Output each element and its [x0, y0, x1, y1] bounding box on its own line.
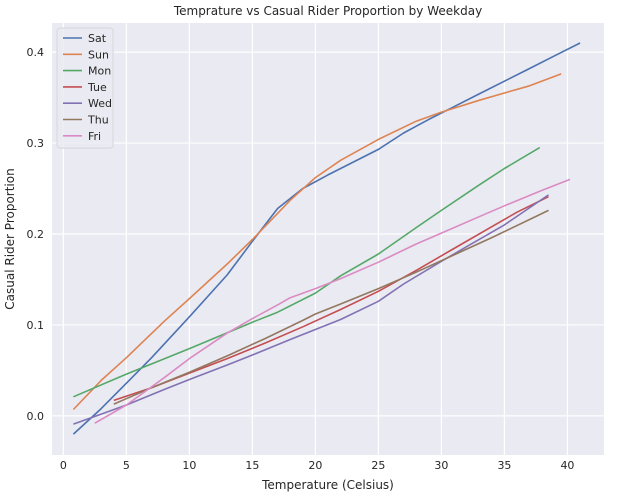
legend-label: Wed — [88, 97, 112, 110]
x-tick-label: 25 — [371, 459, 385, 472]
legend-box — [56, 27, 114, 149]
x-axis-label: Temperature (Celsius) — [261, 478, 394, 492]
legend-label: Mon — [88, 65, 111, 78]
y-tick-label: 0.0 — [27, 410, 45, 423]
x-tick-label: 30 — [434, 459, 448, 472]
x-tick-label: 15 — [245, 459, 259, 472]
legend: Sat Sun Mon Tue Wed Thu Fri — [56, 27, 114, 149]
y-tick-label: 0.2 — [27, 228, 45, 241]
ticks: 0 5 10 15 20 25 30 35 40 0.0 0.1 0.2 0.3 0.4 — [27, 46, 575, 472]
legend-label: Sun — [88, 48, 109, 61]
series-line-fri — [94, 178, 571, 424]
y-tick-label: 0.1 — [27, 319, 45, 332]
x-tick-label: 5 — [123, 459, 130, 472]
series-lines — [72, 42, 581, 435]
series-line-tue — [113, 195, 549, 402]
legend-label: Fri — [88, 130, 101, 143]
series-line-mon — [73, 146, 541, 398]
series-line-wed — [73, 194, 549, 425]
y-tick-label: 0.4 — [27, 46, 45, 59]
legend-label: Thu — [87, 114, 109, 127]
series-line-sat — [72, 42, 581, 435]
legend-label: Tue — [87, 81, 107, 94]
x-tick-label: 0 — [60, 459, 67, 472]
y-axis-label: Casual Rider Proportion — [3, 168, 17, 309]
x-tick-label: 35 — [497, 459, 511, 472]
x-tick-label: 10 — [182, 459, 196, 472]
chart-title: Temprature vs Casual Rider Proportion by… — [173, 4, 482, 18]
plot-area — [52, 23, 604, 455]
y-tick-label: 0.3 — [27, 137, 45, 150]
x-tick-label: 20 — [308, 459, 322, 472]
x-tick-label: 40 — [560, 459, 574, 472]
legend-label: Sat — [88, 32, 107, 45]
series-line-thu — [113, 209, 549, 405]
series-line-sun — [72, 73, 562, 411]
